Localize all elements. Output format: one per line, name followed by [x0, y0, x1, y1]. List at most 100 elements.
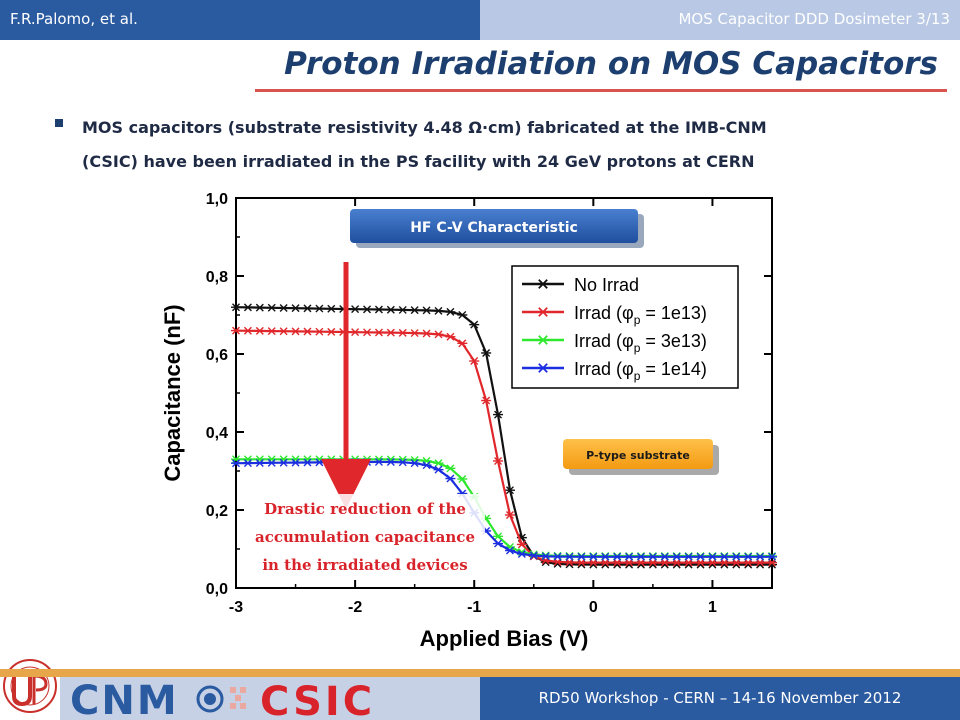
cv-chart: 0,0 0,2 0,4 0,6 0,8 1,0 -3 -2 -1 0 1 Applied Bias (… [160, 191, 777, 651]
data-point [278, 458, 289, 467]
data-point [516, 549, 527, 558]
legend-entry: Irrad (φp = 1e13) [574, 303, 707, 327]
annotation-line-3: in the irradiated devices [262, 556, 467, 574]
footer-stripe [0, 669, 960, 677]
data-point [421, 456, 432, 465]
data-point [445, 464, 456, 473]
cnm-dots-icon [196, 685, 224, 713]
substrate-box-label: P-type substrate [586, 449, 690, 462]
data-point [755, 558, 766, 567]
x-tick-label: -2 [348, 599, 362, 616]
data-point [493, 410, 504, 419]
data-point [254, 326, 265, 335]
data-point [242, 303, 253, 312]
data-point [481, 348, 492, 357]
data-point [433, 465, 444, 474]
data-point [314, 327, 325, 336]
data-point [576, 558, 587, 567]
cnm-logo: CNM [70, 678, 179, 720]
data-point [231, 303, 241, 312]
data-point [504, 510, 515, 519]
x-axis-label: Applied Bias (V) [420, 626, 589, 651]
cv-box-label: HF C-V Characteristic [410, 220, 578, 236]
note-backdrop [245, 494, 485, 576]
data-point [397, 458, 408, 467]
data-point [647, 558, 658, 567]
data-point [767, 558, 777, 567]
data-point [504, 486, 515, 495]
data-point [516, 540, 527, 549]
data-point [445, 332, 456, 341]
data-point [242, 326, 253, 335]
data-point [743, 558, 754, 567]
y-tick-label: 0,6 [206, 347, 228, 364]
data-point [290, 304, 301, 313]
title-underline [255, 89, 947, 92]
x-tick-label: 0 [589, 599, 598, 616]
data-point [409, 306, 420, 315]
university-seal-logo [3, 659, 57, 713]
legend-marker [538, 363, 548, 373]
legend-marker [538, 279, 548, 289]
data-point [433, 306, 444, 315]
bullet-line-2: (CSIC) have been irradiated in the PS fa… [82, 152, 755, 171]
data-point [707, 552, 718, 561]
data-point [326, 327, 337, 336]
data-point [302, 458, 313, 467]
data-point [254, 458, 265, 467]
data-point [278, 327, 289, 336]
data-point [290, 458, 301, 467]
data-point [385, 328, 396, 337]
data-point [671, 552, 682, 561]
data-point [493, 539, 504, 548]
data-point [350, 328, 361, 337]
data-point [421, 461, 432, 470]
data-point [624, 552, 635, 561]
data-point [302, 327, 313, 336]
data-point [385, 458, 396, 467]
data-point [231, 459, 241, 468]
csic-logo: CSIC [260, 679, 375, 720]
y-tick-label: 1,0 [206, 191, 228, 208]
data-point [445, 474, 456, 483]
data-point [409, 459, 420, 468]
data-point [767, 552, 777, 561]
data-point [755, 552, 766, 561]
legend-entry: No Irrad [574, 275, 639, 295]
data-point [588, 558, 599, 567]
data-point [731, 552, 742, 561]
legend-entry: Irrad (φp = 3e13) [574, 331, 707, 355]
data-point [326, 304, 337, 313]
data-point [314, 304, 325, 313]
footer-event: RD50 Workshop - CERN – 14-16 November 20… [480, 677, 960, 720]
data-point [457, 310, 468, 319]
institution-logos: CNM CSIC [70, 678, 375, 720]
x-tick-label: -1 [467, 599, 481, 616]
data-point [445, 307, 456, 316]
data-point [588, 552, 599, 561]
bullet-line-1: MOS capacitors (substrate resistivity 4.… [82, 118, 767, 137]
data-point [457, 475, 468, 483]
data-point [624, 558, 635, 567]
bullet-square-icon [55, 119, 63, 127]
data-point [612, 558, 623, 567]
bullet-text: MOS capacitors (substrate resistivity 4.… [82, 111, 942, 179]
data-point [457, 339, 468, 348]
substrate-box [563, 439, 713, 469]
data-point [302, 304, 313, 313]
data-point [469, 320, 480, 329]
y-axis-label: Capacitance (nF) [160, 304, 185, 481]
header-author: F.R.Palomo, et al. [0, 0, 480, 40]
data-point [385, 305, 396, 314]
series-line-0 [235, 306, 772, 566]
logo-bar [60, 677, 480, 720]
data-point [635, 552, 646, 561]
y-tick-label: 0,0 [206, 581, 228, 598]
data-point [421, 329, 432, 338]
data-point [635, 558, 646, 567]
data-point [695, 558, 706, 567]
data-point [612, 552, 623, 561]
csic-emblem-icon [230, 687, 246, 709]
annotation-line-1: Drastic reduction of the [264, 500, 466, 518]
data-point [254, 303, 265, 312]
